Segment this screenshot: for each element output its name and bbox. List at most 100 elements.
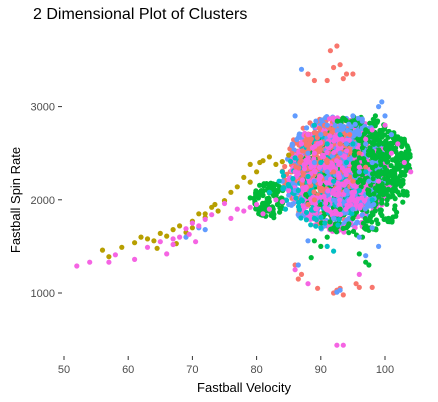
data-point-cluster-2 (364, 204, 370, 210)
data-point-cluster-4 (305, 150, 311, 156)
data-point-cluster-5 (341, 116, 347, 122)
data-point-cluster-3 (376, 169, 382, 175)
data-point-cluster-3 (301, 161, 307, 168)
data-point-cluster-2 (332, 123, 338, 129)
data-point-cluster-6 (349, 211, 355, 217)
data-point-cluster-4 (299, 203, 306, 209)
data-point-cluster-6 (336, 216, 342, 223)
data-point-cluster-1 (317, 145, 323, 152)
data-point-cluster-3 (300, 177, 306, 183)
data-point-cluster-6 (298, 215, 304, 221)
x-tick-label: 80 (250, 364, 262, 376)
data-point-cluster-1 (369, 284, 375, 290)
data-point-cluster-5 (334, 342, 340, 348)
data-point-cluster-5 (234, 206, 240, 212)
data-point-cluster-2 (282, 163, 288, 170)
data-point-cluster-3 (328, 160, 334, 166)
data-point-cluster-4 (331, 215, 337, 221)
y-axis-title: Fastball Spin Rate (8, 147, 23, 253)
data-point-cluster-3 (347, 197, 353, 204)
data-point-cluster-5 (318, 173, 324, 180)
data-point-cluster-5 (305, 281, 311, 287)
data-point-cluster-3 (363, 259, 369, 265)
data-point-cluster-1 (253, 188, 259, 194)
data-point-cluster-5 (408, 169, 414, 175)
data-point-cluster-3 (318, 243, 324, 249)
data-point-cluster-5 (292, 267, 298, 273)
data-point-cluster-5 (144, 244, 151, 250)
data-point-cluster-3 (335, 180, 341, 186)
data-point-cluster-2 (138, 234, 144, 240)
data-point-cluster-3 (376, 173, 382, 180)
data-point-cluster-1 (343, 71, 350, 77)
data-point-cluster-3 (316, 164, 323, 170)
data-point-cluster-5 (343, 178, 350, 184)
data-point-cluster-4 (369, 225, 375, 231)
data-point-cluster-5 (378, 207, 384, 213)
data-point-cluster-4 (369, 159, 375, 166)
data-point-cluster-5 (356, 164, 362, 170)
data-point-cluster-6 (337, 132, 343, 138)
data-point-cluster-4 (305, 238, 311, 244)
data-point-cluster-5 (382, 122, 388, 128)
data-point-cluster-5 (362, 215, 368, 222)
data-point-cluster-5 (369, 127, 375, 133)
data-point-cluster-6 (324, 141, 330, 147)
data-point-cluster-3 (324, 149, 330, 156)
data-point-cluster-4 (385, 193, 391, 199)
data-point-cluster-5 (361, 225, 368, 231)
x-tick-label: 60 (122, 364, 134, 376)
data-point-cluster-4 (337, 287, 343, 293)
data-point-cluster-3 (342, 168, 348, 174)
data-point-cluster-5 (221, 200, 228, 207)
data-point-cluster-1 (314, 134, 320, 141)
data-point-cluster-4 (360, 156, 366, 162)
data-point-cluster-3 (303, 157, 309, 163)
data-point-cluster-3 (319, 119, 325, 125)
data-point-cluster-2 (228, 189, 234, 195)
data-point-cluster-3 (321, 193, 327, 200)
data-point-cluster-6 (369, 197, 375, 203)
data-point-cluster-3 (324, 234, 330, 240)
data-point-cluster-5 (292, 169, 298, 175)
data-point-cluster-1 (331, 169, 337, 175)
data-point-cluster-3 (358, 202, 364, 208)
data-point-cluster-3 (331, 225, 337, 231)
data-point-cluster-3 (343, 206, 349, 212)
data-point-cluster-6 (293, 195, 299, 201)
data-point-cluster-5 (367, 214, 373, 220)
data-point-cluster-1 (261, 183, 267, 189)
data-point-cluster-4 (350, 113, 356, 119)
data-point-cluster-3 (286, 192, 292, 198)
data-point-cluster-6 (303, 209, 310, 215)
data-point-cluster-5 (372, 208, 378, 214)
data-point-cluster-4 (356, 234, 362, 240)
data-point-cluster-1 (311, 197, 317, 203)
data-point-cluster-4 (311, 159, 317, 166)
data-point-cluster-5 (286, 187, 292, 194)
data-point-cluster-5 (397, 192, 403, 198)
data-point-cluster-3 (353, 220, 359, 226)
data-point-cluster-3 (382, 155, 388, 161)
data-point-cluster-1 (356, 284, 362, 290)
data-point-cluster-4 (350, 206, 356, 212)
data-point-cluster-5 (87, 259, 93, 265)
data-point-cluster-5 (331, 187, 337, 194)
data-point-cluster-5 (363, 136, 369, 142)
data-point-cluster-5 (183, 226, 189, 232)
data-point-cluster-1 (259, 204, 265, 210)
data-point-cluster-5 (324, 206, 330, 212)
data-point-cluster-4 (399, 143, 405, 150)
data-point-cluster-4 (382, 175, 388, 182)
data-point-cluster-3 (325, 188, 331, 194)
data-point-cluster-1 (277, 209, 283, 215)
data-point-cluster-2 (355, 115, 361, 121)
data-point-cluster-2 (144, 236, 151, 242)
data-point-cluster-5 (170, 236, 176, 242)
data-point-cluster-4 (360, 180, 366, 186)
data-point-cluster-4 (363, 141, 369, 147)
data-point-cluster-3 (335, 211, 341, 217)
data-point-cluster-6 (356, 187, 362, 194)
data-point-cluster-4 (356, 132, 362, 138)
data-point-cluster-4 (378, 129, 384, 135)
